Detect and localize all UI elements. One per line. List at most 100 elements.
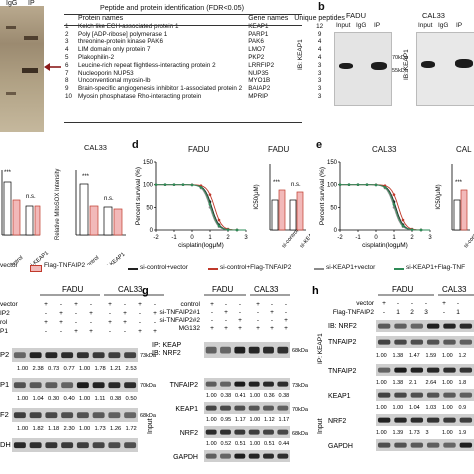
panel-letter-g: g bbox=[142, 285, 149, 297]
blot-band bbox=[13, 442, 26, 449]
row-gene-name: PARP1 bbox=[248, 30, 269, 38]
blot-band bbox=[277, 346, 289, 354]
row-index: 5 bbox=[65, 53, 69, 61]
survival-point bbox=[235, 228, 239, 232]
ic50-xtick: si-control bbox=[463, 228, 474, 249]
g-quant: 0.51 bbox=[235, 441, 246, 447]
g-blot-label: NRF2 bbox=[180, 430, 198, 437]
g-sign: + bbox=[256, 325, 260, 332]
c-bar bbox=[89, 205, 99, 236]
panel-letter-b: b bbox=[318, 1, 325, 13]
f-quant: 2.53 bbox=[126, 366, 137, 372]
f-quant: 0.50 bbox=[126, 396, 137, 402]
table-row: 9 Brain-specific angiogenesis inhibitor 1… bbox=[62, 85, 348, 93]
c-legend-vector: vector bbox=[0, 262, 18, 269]
blot-band bbox=[277, 429, 289, 435]
g-sign: - bbox=[257, 317, 259, 324]
f-quant: 0.77 bbox=[64, 366, 75, 372]
h-sign: - bbox=[425, 300, 427, 307]
blot-band bbox=[394, 392, 407, 398]
row-gene-name: LRRFIP2 bbox=[248, 61, 275, 69]
f-sign: - bbox=[124, 328, 126, 335]
legend-label: si-control+Flag-TNFAIP2 bbox=[220, 264, 292, 271]
g-kda: 70kDa bbox=[292, 407, 309, 413]
b-cell1: FADU bbox=[346, 11, 367, 20]
blot-band bbox=[76, 412, 89, 419]
f-sign: - bbox=[75, 310, 77, 317]
blot-band bbox=[277, 381, 289, 387]
f-sign: + bbox=[89, 328, 93, 335]
row-protein-name: Myosin phosphatase Rho-interacting prote… bbox=[78, 92, 202, 100]
blot-band bbox=[443, 442, 456, 448]
f-sign: - bbox=[45, 328, 47, 335]
row-gene-name: PKP2 bbox=[248, 53, 265, 61]
b-lane-input: Input bbox=[336, 22, 351, 29]
blot-band bbox=[248, 346, 260, 354]
blot-band bbox=[459, 442, 473, 448]
blot-band bbox=[248, 429, 260, 435]
g-sign: - bbox=[257, 309, 259, 316]
xtick-label: -2 bbox=[153, 235, 159, 241]
f-quant: 1.26 bbox=[110, 426, 121, 432]
row-protein-name: Unconventional myosin-Ib bbox=[78, 77, 151, 85]
f-sign: + bbox=[123, 310, 127, 317]
h-sign: - bbox=[411, 300, 413, 307]
f-sign: + bbox=[123, 319, 127, 326]
blot-band bbox=[263, 346, 274, 354]
blot-band bbox=[92, 352, 105, 359]
panel-letter-e: e bbox=[316, 139, 323, 151]
h-flag-num: 3 bbox=[424, 309, 428, 316]
protein-table: Protein names Gene names Unique peptides… bbox=[62, 15, 348, 101]
h-blot-label: NRF2 bbox=[328, 418, 346, 425]
ic50-bar bbox=[271, 199, 279, 231]
f-quant: 1.78 bbox=[95, 366, 106, 372]
f-sign: + bbox=[59, 310, 63, 317]
blot-band bbox=[377, 442, 391, 448]
ic50-sig: n.s. bbox=[291, 182, 301, 188]
blot-strip bbox=[204, 450, 290, 462]
table-row: 4 LIM domain only protein 7 LMO7 4 bbox=[62, 46, 348, 54]
x-axis-label: cisplatin(logμM) bbox=[178, 242, 224, 249]
h-flag-label: Flag-TNFAIP2 bbox=[333, 309, 375, 316]
blot-band bbox=[108, 442, 121, 449]
g-quant: 0.44 bbox=[279, 441, 290, 447]
f-sign: - bbox=[139, 310, 141, 317]
f-blot-label: DH bbox=[0, 440, 11, 449]
f-sign: + bbox=[138, 328, 142, 335]
blot-band bbox=[108, 412, 121, 419]
survival-curve bbox=[156, 184, 246, 231]
g-quant: 0.52 bbox=[221, 441, 232, 447]
blot-band bbox=[29, 442, 42, 449]
survival-point bbox=[217, 218, 221, 222]
row-protein-name: Brain-specific angiogenesis inhibitor 1-… bbox=[78, 85, 243, 93]
legend-swatch bbox=[128, 268, 138, 270]
survival-curve bbox=[340, 184, 430, 231]
legend-swatch bbox=[314, 268, 324, 270]
blot-band bbox=[277, 405, 289, 411]
ytick-label: 50 bbox=[146, 205, 153, 211]
blot-band bbox=[205, 381, 217, 387]
blot-band bbox=[124, 352, 137, 359]
f-sign: + bbox=[108, 301, 112, 308]
f-row-label: rol bbox=[0, 319, 8, 326]
g-blot-label: GAPDH bbox=[173, 454, 198, 461]
panel-letter-h: h bbox=[312, 285, 319, 297]
blot-band bbox=[220, 453, 231, 459]
g-sign: + bbox=[210, 325, 214, 332]
survival-point bbox=[208, 203, 212, 206]
survival-point bbox=[410, 228, 414, 231]
h-quant: 1.00 bbox=[376, 430, 387, 436]
row-index: 4 bbox=[65, 46, 69, 54]
col-unique-peptides: Unique peptides bbox=[294, 15, 345, 22]
blot-band bbox=[426, 323, 440, 329]
blot-strip bbox=[376, 336, 474, 348]
g-sign: + bbox=[284, 317, 288, 324]
survival-point bbox=[392, 203, 396, 206]
blot-band bbox=[108, 352, 121, 359]
blot-band bbox=[459, 417, 473, 423]
h-quant: 2.64 bbox=[426, 380, 437, 386]
g-blot-label: KEAP1 bbox=[175, 406, 198, 413]
survival-curve bbox=[340, 184, 430, 231]
f-quant: 1.00 bbox=[17, 366, 28, 372]
